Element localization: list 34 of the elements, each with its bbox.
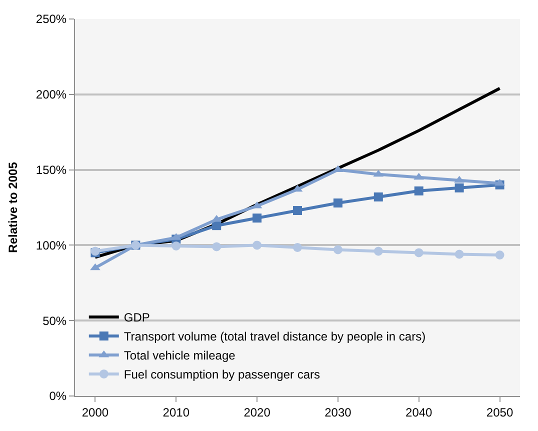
point: [252, 214, 262, 223]
legend-label: Transport volume (total travel distance by people in cars): [124, 330, 426, 344]
legend-label: GDP: [124, 310, 150, 325]
point: [252, 240, 262, 250]
y-tick-label: 50%: [42, 314, 67, 328]
point: [495, 250, 504, 260]
y-tick-label: 200%: [36, 88, 67, 102]
point: [494, 178, 505, 186]
legend-label: Fuel consumption by passenger cars: [124, 368, 320, 382]
point: [333, 245, 342, 254]
x-tick-label: 2020: [244, 405, 271, 420]
point: [293, 206, 302, 216]
y-tick-label: 250%: [36, 12, 67, 26]
point: [293, 242, 302, 252]
point: [90, 263, 100, 270]
x-tick-label: 2000: [82, 405, 109, 420]
point: [414, 186, 424, 196]
x-tick-label: 2030: [324, 405, 352, 420]
x-tick-label: 2040: [406, 405, 433, 420]
point: [454, 183, 464, 192]
y-tick-label: 150%: [36, 163, 67, 177]
point: [212, 242, 222, 252]
y-axis-title: Relative to 2005: [6, 162, 20, 253]
y-tick-label: 100%: [36, 238, 67, 252]
x-tick-label: 2010: [162, 405, 190, 420]
point: [333, 198, 342, 208]
y-tick-label: 0%: [49, 389, 67, 404]
point: [172, 241, 181, 250]
legend-label: Total vehicle mileage: [124, 348, 236, 363]
x-tick-label: 2050: [486, 405, 514, 420]
point: [414, 248, 424, 258]
point: [454, 250, 464, 259]
point: [374, 192, 383, 202]
point: [374, 246, 383, 256]
